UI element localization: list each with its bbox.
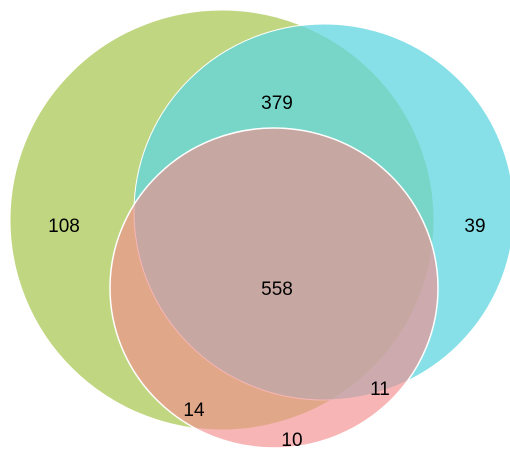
region-c-only-label: 10	[281, 430, 302, 451]
set-c-circle	[109, 127, 439, 449]
region-abc-label: 558	[261, 279, 293, 300]
venn-circles	[9, 9, 510, 449]
region-b-only-label: 39	[464, 216, 485, 237]
region-ab-label: 379	[261, 93, 293, 114]
region-bc-label: 11	[370, 379, 390, 400]
region-a-only-label: 108	[48, 216, 80, 237]
region-ac-label: 14	[183, 400, 205, 421]
region-labels: 108 39 379 558 14 11 10	[48, 93, 485, 451]
